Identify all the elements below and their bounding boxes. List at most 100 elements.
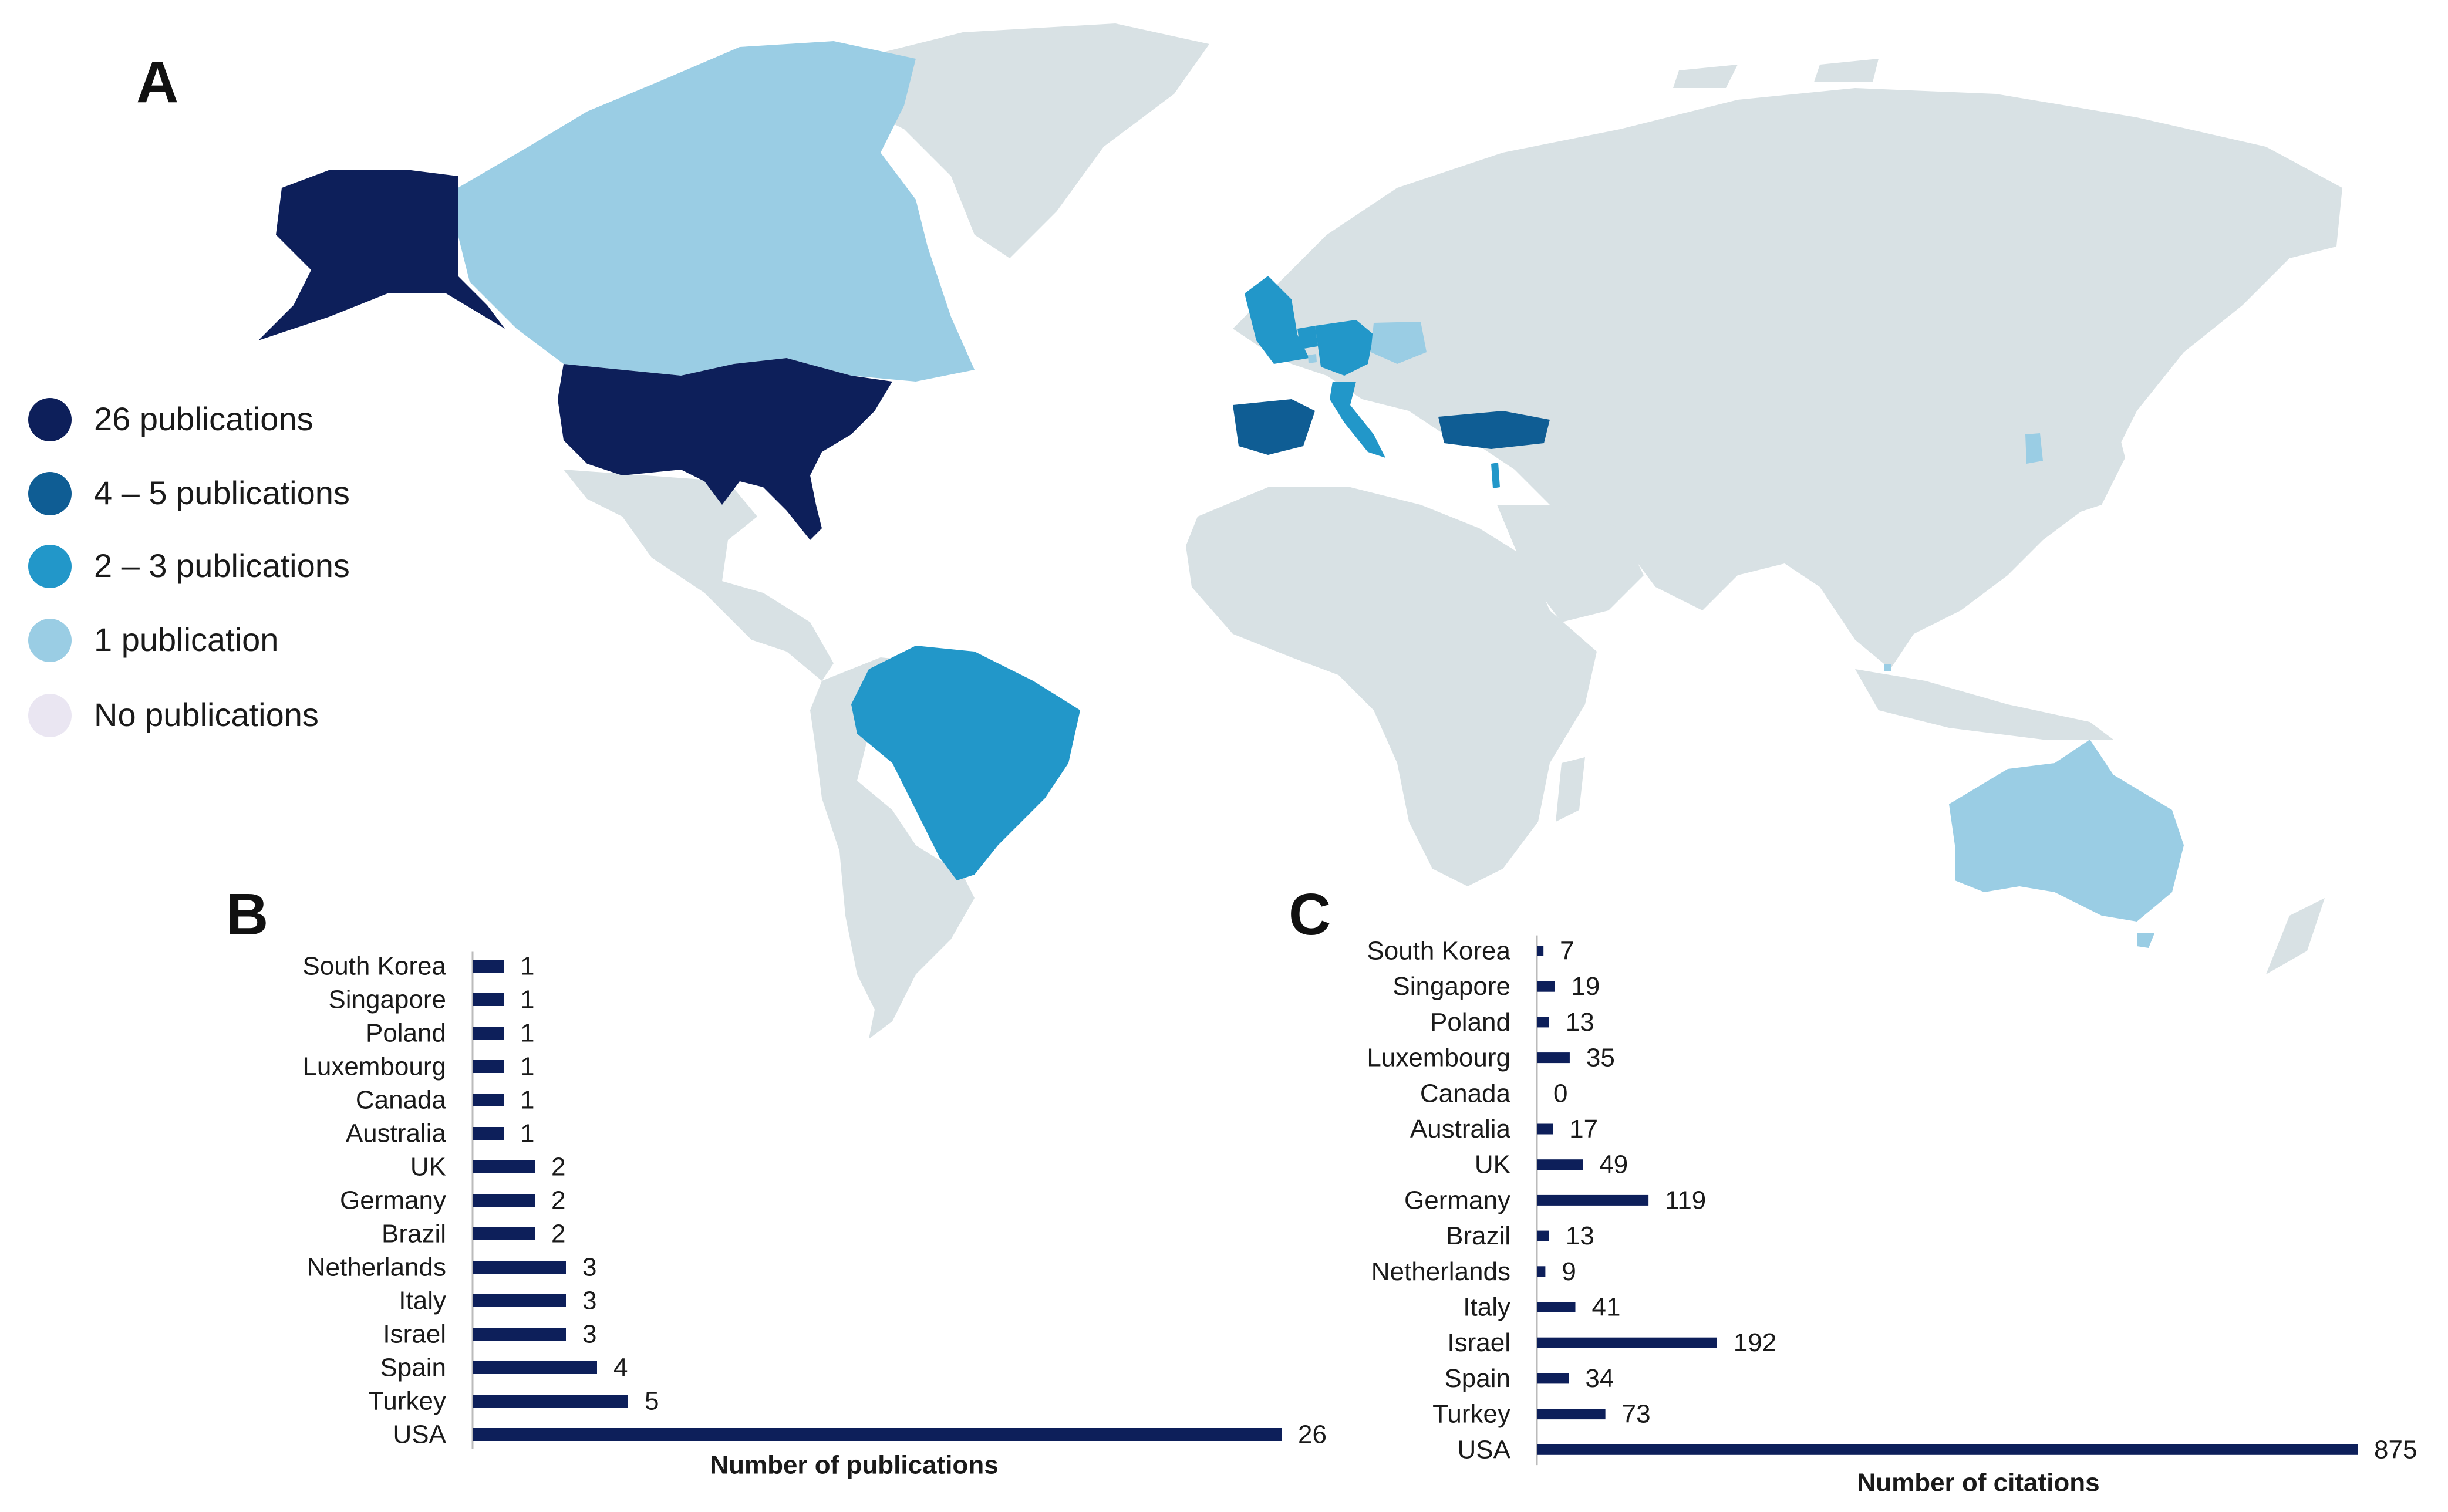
bar: [473, 1261, 566, 1274]
map-country-mexico: [564, 470, 834, 681]
category-label: Singapore: [328, 986, 446, 1014]
category-label: Australia: [346, 1119, 447, 1148]
bar-value-label: 7: [1560, 937, 1574, 966]
bar: [473, 1395, 628, 1408]
bar: [1537, 1302, 1576, 1312]
map-countries: [258, 41, 2184, 948]
bar-value-label: 41: [1592, 1293, 1621, 1322]
bar-value-label: 1: [520, 1119, 534, 1148]
category-label: Netherlands: [307, 1253, 446, 1282]
map-country-israel: [1491, 463, 1500, 488]
bar: [1537, 1409, 1606, 1420]
category-label: Israel: [383, 1320, 446, 1349]
category-label: Canada: [1420, 1079, 1511, 1108]
bar-value-label: 13: [1566, 1221, 1594, 1250]
bar-value-label: 3: [582, 1287, 596, 1315]
bar: [1537, 1159, 1583, 1170]
map-country-south-korea: [2025, 433, 2043, 464]
bar-chart-svg: South Korea 7 Singapore 19 Poland 13 Luxembour…: [1367, 935, 2417, 1497]
bar-value-label: 73: [1622, 1400, 1651, 1429]
bar-value-label: 192: [1734, 1328, 1776, 1357]
map-region-arabia: [1497, 505, 1644, 622]
map-country-netherlands: [1297, 326, 1318, 349]
map-continent-south-america: [810, 657, 975, 1039]
bar: [473, 1094, 504, 1106]
bar-value-label: 2: [551, 1186, 565, 1215]
panel-label-a: A: [136, 49, 179, 115]
x-axis-title: Number of citations: [1857, 1469, 2099, 1497]
map-country-brazil: [851, 646, 1080, 880]
legend-label: 2 – 3 publications: [94, 547, 350, 584]
bar: [473, 1060, 504, 1073]
x-axis-title: Number of publications: [710, 1451, 998, 1480]
bar: [1537, 1017, 1549, 1028]
category-label: Brazil: [382, 1220, 446, 1248]
category-label: Italy: [1463, 1293, 1510, 1322]
bar: [1537, 1444, 2358, 1455]
map-country-usa: [558, 358, 892, 540]
map-country-germany: [1315, 320, 1374, 376]
map-country-japan: [2066, 411, 2125, 517]
category-label: Singapore: [1392, 972, 1510, 1001]
map-country-poland: [1371, 322, 1427, 364]
bar: [473, 1160, 535, 1173]
legend-label: No publications: [94, 696, 319, 733]
bar-value-label: 2: [551, 1220, 565, 1248]
category-label: Canada: [356, 1086, 447, 1115]
bar: [1537, 1052, 1570, 1064]
bar-value-label: 35: [1586, 1044, 1615, 1072]
map-region-indonesia: [1855, 669, 2113, 740]
legend-label: 1 publication: [94, 621, 279, 658]
bar-value-label: 1: [520, 1019, 534, 1048]
bar-value-label: 1: [520, 986, 534, 1014]
bar: [1537, 1123, 1553, 1135]
category-label: Turkey: [1432, 1400, 1510, 1429]
bar-value-label: 17: [1569, 1115, 1598, 1143]
panel-label-c: C: [1289, 882, 1331, 947]
bar: [473, 1428, 1282, 1441]
map-country-alaska: [258, 170, 505, 340]
bar: [1537, 1230, 1549, 1241]
bar: [473, 1194, 535, 1207]
citations-bar-chart: South Korea 7 Singapore 19 Poland 13 Luxembour…: [1280, 927, 2448, 1508]
bar-value-label: 3: [582, 1253, 596, 1282]
map-arctic-islands: [1673, 59, 1879, 88]
bar-value-label: 34: [1585, 1364, 1614, 1393]
map-country-italy: [1330, 382, 1385, 458]
legend-label: 4 – 5 publications: [94, 474, 350, 511]
category-label: Spain: [380, 1354, 446, 1382]
category-label: Italy: [399, 1287, 446, 1315]
map-region-scandinavia: [1362, 223, 1491, 335]
map-country-greenland: [834, 23, 1209, 258]
legend-item: 26 publications: [25, 392, 436, 445]
bar: [1537, 1194, 1649, 1206]
category-label: Netherlands: [1371, 1257, 1510, 1286]
category-label: Germany: [1404, 1186, 1510, 1214]
bar: [473, 1328, 566, 1341]
legend-swatch: [28, 472, 72, 515]
map-island-madagascar: [1556, 757, 1585, 822]
category-label: Germany: [340, 1186, 446, 1215]
map-continent-eurasia: [1233, 88, 2342, 669]
legend-item: 4 – 5 publications: [25, 466, 436, 519]
bar-value-label: 1: [520, 1052, 534, 1081]
bar: [473, 1127, 504, 1140]
bar: [473, 993, 504, 1006]
map-country-turkey: [1438, 411, 1550, 449]
bar: [473, 1361, 597, 1374]
category-label: UK: [1475, 1150, 1510, 1179]
map-country-singapore: [1884, 664, 1891, 671]
category-label: Luxembourg: [302, 1052, 446, 1081]
bar: [1537, 1373, 1569, 1384]
category-label: Turkey: [368, 1387, 446, 1416]
bar-chart-svg: South Korea 1 Singapore 1 Poland 1 Luxembourg 1…: [302, 951, 1327, 1480]
bar-value-label: 9: [1562, 1257, 1576, 1286]
legend-item: No publications: [25, 688, 436, 741]
bar-value-label: 49: [1599, 1150, 1628, 1179]
map-land: [564, 23, 2342, 1039]
bar-value-label: 0: [1553, 1079, 1567, 1108]
bar-value-label: 4: [613, 1354, 628, 1382]
bar: [473, 1227, 535, 1240]
bar: [1537, 1266, 1546, 1277]
map-country-uk: [1245, 276, 1309, 364]
